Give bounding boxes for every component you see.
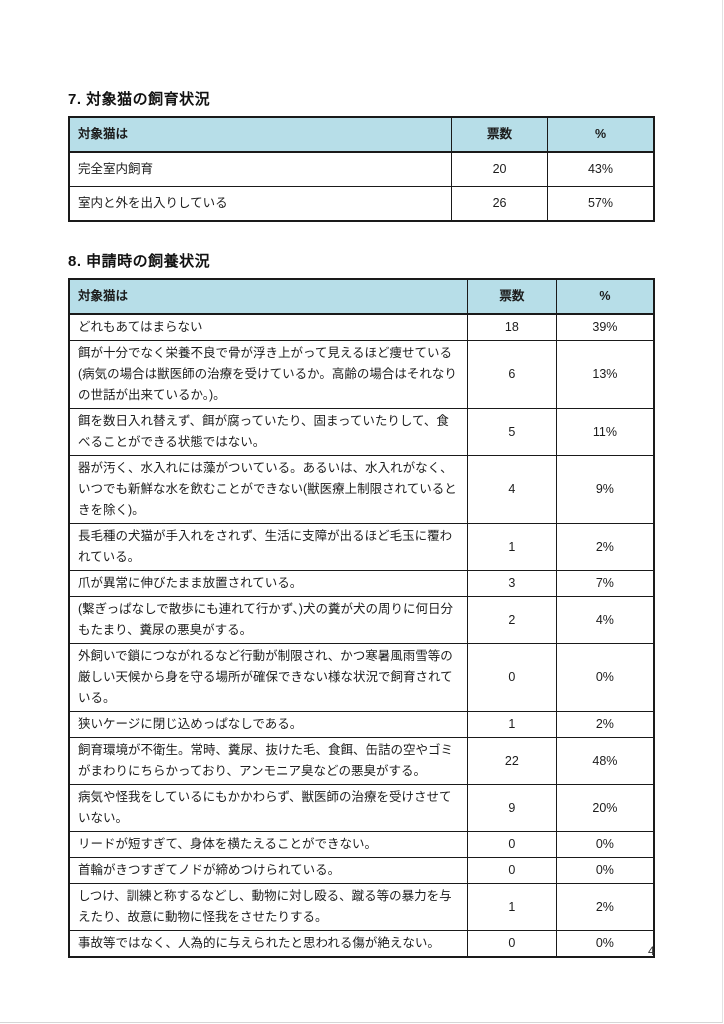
cell-label: 餌が十分でなく栄養不良で骨が浮き上がって見えるほど痩せている(病気の場合は獣医師… [68,340,468,409]
cell-votes: 1 [466,883,557,931]
section-title-housing: 7. 対象猫の飼育状況 [68,91,211,108]
cell-pct: 57% [547,186,655,222]
page-content: 7. 対象猫の飼育状況 対象猫は 票数 % 完全室内飼育 20 43% 室内と外を出入… [68,88,655,958]
cell-pct: 39% [555,313,655,341]
column-header-votes: 票数 [466,278,557,315]
table-row: 完全室内飼育 20 43% [68,151,655,187]
cell-pct: 2% [555,883,655,931]
cell-label: 外飼いで鎖につながれるなど行動が制限され、かつ寒暑風雨雪等の厳しい天候から身を守… [68,643,468,712]
table-header-row: 対象猫は 票数 % [68,116,655,153]
cell-votes: 20 [451,151,549,187]
cell-label: (繋ぎっぱなしで散歩にも連れて行かず、)犬の糞が犬の周りに何日分もたまり、糞尿の… [68,596,468,644]
cell-pct: 0% [555,930,655,958]
table-row: 餌が十分でなく栄養不良で骨が浮き上がって見えるほど痩せている(病気の場合は獣医師… [68,340,655,409]
cell-pct: 7% [555,570,655,597]
cell-votes: 26 [451,186,549,222]
column-header-percent: % [555,278,655,315]
page-number: 4 [648,944,655,958]
table-row: 餌を数日入れ替えず、餌が腐っていたり、固まっていたりして、食べることができる状態… [68,408,655,456]
table-row: 病気や怪我をしているにもかかわらず、獣医師の治療を受けさせていない。 9 20% [68,784,655,832]
cell-pct: 0% [555,643,655,712]
table-row: 長毛種の犬猫が手入れをされず、生活に支障が出るほど毛玉に覆われている。 1 2% [68,523,655,571]
table-row: 首輪がきつすぎてノドが締めつけられている。 0 0% [68,857,655,884]
cell-votes: 0 [466,857,557,884]
cell-label: しつけ、訓練と称するなどし、動物に対し殴る、蹴る等の暴力を与えたり、故意に動物に… [68,883,468,931]
cell-pct: 0% [555,831,655,858]
cell-pct: 11% [555,408,655,456]
section-title-condition: 8. 申請時の飼養状況 [68,253,211,270]
cell-label: 餌を数日入れ替えず、餌が腐っていたり、固まっていたりして、食べることができる状態… [68,408,468,456]
cell-votes: 18 [466,313,557,341]
table-row: 器が汚く、水入れには藻がついている。あるいは、水入れがなく、いつでも新鮮な水を飲… [68,455,655,524]
table-row: 室内と外を出入りしている 26 57% [68,186,655,222]
table-body: 完全室内飼育 20 43% 室内と外を出入りしている 26 57% [68,151,655,222]
cell-votes: 5 [466,408,557,456]
table-row: しつけ、訓練と称するなどし、動物に対し殴る、蹴る等の暴力を与えたり、故意に動物に… [68,883,655,931]
condition-status-table: 対象猫は 票数 % どれもあてはまらない 18 39% 餌が十分でなく栄養不良で骨が浮… [68,278,655,958]
cell-pct: 4% [555,596,655,644]
column-header-votes: 票数 [451,116,549,153]
table-row: リードが短すぎて、身体を横たえることができない。 0 0% [68,831,655,858]
table-row: 爪が異常に伸びたまま放置されている。 3 7% [68,570,655,597]
cell-votes: 3 [466,570,557,597]
cell-label: 狭いケージに閉じ込めっぱなしである。 [68,711,468,738]
cell-pct: 2% [555,711,655,738]
cell-label: 飼育環境が不衛生。常時、糞尿、抜けた毛、食餌、缶詰の空やゴミがまわりにちらかって… [68,737,468,785]
cell-pct: 0% [555,857,655,884]
cell-label: 事故等ではなく、人為的に与えられたと思われる傷が絶えない。 [68,930,468,958]
cell-votes: 1 [466,523,557,571]
cell-label: リードが短すぎて、身体を横たえることができない。 [68,831,468,858]
table-row: 事故等ではなく、人為的に与えられたと思われる傷が絶えない。 0 0% [68,930,655,958]
cell-votes: 0 [466,643,557,712]
cell-votes: 2 [466,596,557,644]
table-row: どれもあてはまらない 18 39% [68,313,655,341]
table-row: 飼育環境が不衛生。常時、糞尿、抜けた毛、食餌、缶詰の空やゴミがまわりにちらかって… [68,737,655,785]
cell-votes: 0 [466,831,557,858]
cell-pct: 2% [555,523,655,571]
table-header-row: 対象猫は 票数 % [68,278,655,315]
cell-pct: 48% [555,737,655,785]
section-housing-status: 7. 対象猫の飼育状況 対象猫は 票数 % 完全室内飼育 20 43% 室内と外を出入… [68,88,655,222]
cell-votes: 6 [466,340,557,409]
column-header-subject: 対象猫は [68,278,468,315]
table-row: 狭いケージに閉じ込めっぱなしである。 1 2% [68,711,655,738]
column-header-subject: 対象猫は [68,116,453,153]
cell-label: 病気や怪我をしているにもかかわらず、獣医師の治療を受けさせていない。 [68,784,468,832]
cell-label: 長毛種の犬猫が手入れをされず、生活に支障が出るほど毛玉に覆われている。 [68,523,468,571]
cell-label: どれもあてはまらない [68,313,468,341]
cell-label: 室内と外を出入りしている [68,186,453,222]
cell-votes: 1 [466,711,557,738]
cell-pct: 20% [555,784,655,832]
cell-label: 首輪がきつすぎてノドが締めつけられている。 [68,857,468,884]
cell-label: 器が汚く、水入れには藻がついている。あるいは、水入れがなく、いつでも新鮮な水を飲… [68,455,468,524]
cell-votes: 9 [466,784,557,832]
table-row: 外飼いで鎖につながれるなど行動が制限され、かつ寒暑風雨雪等の厳しい天候から身を守… [68,643,655,712]
cell-label: 爪が異常に伸びたまま放置されている。 [68,570,468,597]
cell-label: 完全室内飼育 [68,151,453,187]
column-header-percent: % [547,116,655,153]
cell-pct: 43% [547,151,655,187]
cell-votes: 0 [466,930,557,958]
table-body: どれもあてはまらない 18 39% 餌が十分でなく栄養不良で骨が浮き上がって見えるほど… [68,313,655,958]
cell-votes: 4 [466,455,557,524]
table-row: (繋ぎっぱなしで散歩にも連れて行かず、)犬の糞が犬の周りに何日分もたまり、糞尿の… [68,596,655,644]
section-condition-at-application: 8. 申請時の飼養状況 対象猫は 票数 % どれもあてはまらない 18 39% 餌が十… [68,250,655,958]
cell-votes: 22 [466,737,557,785]
cell-pct: 9% [555,455,655,524]
cell-pct: 13% [555,340,655,409]
housing-status-table: 対象猫は 票数 % 完全室内飼育 20 43% 室内と外を出入りしている 26 57% [68,116,655,222]
